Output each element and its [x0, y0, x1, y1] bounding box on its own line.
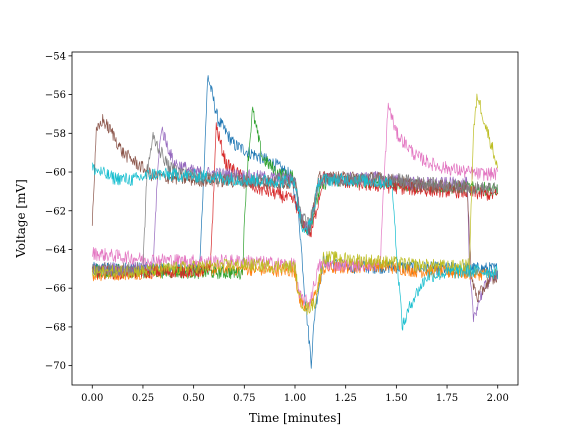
- x-axis: 0.00 0.25 0.50 0.75 1.00 1.25 1.50 1.75 2.00: [81, 385, 509, 404]
- y-tick-label: −58: [45, 129, 66, 140]
- y-tick-label: −54: [45, 51, 66, 62]
- series-line-7: [91, 102, 499, 309]
- series-line-9: [91, 93, 499, 315]
- x-tick-label: 1.25: [335, 393, 357, 404]
- y-tick-label: −64: [45, 245, 66, 256]
- y-tick-label: −62: [45, 206, 66, 217]
- y-tick-label: −68: [45, 322, 66, 333]
- series-layer: [91, 75, 499, 369]
- x-tick-label: 1.50: [385, 393, 407, 404]
- x-tick-label: 1.75: [436, 393, 458, 404]
- x-tick-label: 0.00: [81, 393, 103, 404]
- x-tick-label: 1.00: [284, 393, 306, 404]
- x-tick-label: 0.50: [183, 393, 205, 404]
- y-tick-label: −60: [45, 168, 66, 179]
- y-tick-label: −66: [45, 284, 66, 295]
- x-tick-label: 2.00: [487, 393, 509, 404]
- y-tick-label: −70: [45, 361, 66, 372]
- series-line-10: [91, 162, 499, 331]
- y-tick-label: −56: [45, 90, 66, 101]
- y-axis-label: Voltage [mV]: [14, 179, 28, 259]
- x-tick-label: 0.75: [233, 393, 255, 404]
- y-axis: −70 −68 −66 −64 −62 −60 −58 −56 −54: [45, 51, 72, 372]
- x-axis-label: Time [minutes]: [249, 411, 341, 425]
- x-tick-label: 0.25: [132, 393, 154, 404]
- series-line-8: [91, 131, 498, 276]
